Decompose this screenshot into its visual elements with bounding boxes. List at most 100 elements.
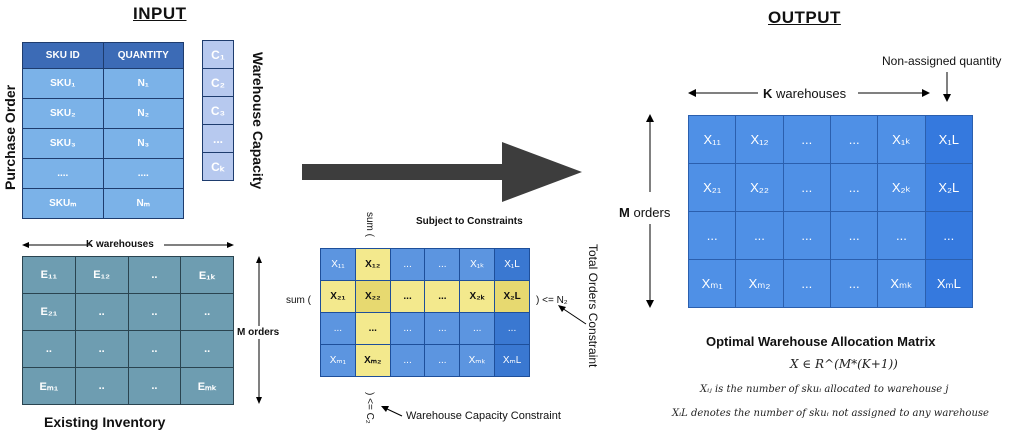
output-cell: X₂₂ — [735, 163, 784, 212]
output-k-label: K warehouses — [763, 86, 847, 101]
row-le-label: ) <= N₂ — [536, 295, 568, 306]
constraint-cell: ... — [424, 344, 461, 377]
constraints-title: Subject to Constraints — [416, 216, 523, 227]
constraint-cell: X₂₁ — [320, 280, 356, 313]
purchase-order-table: SKU ID QUANTITY SKU₁ N₁ SKU₂ N₂ SKU₃ N₃ ...… — [22, 42, 184, 219]
po-cell: N₂ — [102, 98, 184, 129]
matrix-note-2: XᵢL denotes the number of skuᵢ not assig… — [672, 408, 989, 419]
capacity-cell: C₂ — [202, 68, 234, 97]
output-cell: ... — [782, 163, 831, 212]
output-cell: X₁₁ — [687, 115, 737, 164]
output-cell: Xₘ₁ — [687, 259, 737, 308]
k-warehouses-arrow — [22, 242, 234, 248]
inventory-cell: .. — [180, 293, 234, 331]
po-cell: N₁ — [102, 68, 184, 99]
constraint-cell: X₂L — [494, 280, 530, 313]
constraint-cell: X₂₂ — [354, 280, 391, 313]
capacity-cell: Cₖ — [202, 152, 234, 181]
inventory-cell: E₁₁ — [22, 256, 76, 294]
inventory-cell: E₁₂ — [74, 256, 129, 294]
po-cell: SKUₘ — [22, 188, 104, 219]
inventory-cell: .. — [127, 256, 182, 294]
output-cell: Xₘ₂ — [735, 259, 784, 308]
output-cell: X₂₁ — [687, 163, 737, 212]
purchase-order-label: Purchase Order — [2, 84, 18, 190]
output-cell: X₁₂ — [735, 115, 784, 164]
constraint-cell: ... — [320, 312, 356, 345]
inventory-cell: Eₘₖ — [180, 367, 234, 405]
constraint-cell: ... — [389, 312, 426, 345]
po-cell: SKU₁ — [22, 68, 104, 99]
constraint-cell: ... — [424, 248, 461, 281]
constraint-cell: Xₘ₂ — [354, 344, 391, 377]
constraint-cell: ... — [424, 312, 461, 345]
po-cell: Nₘ — [102, 188, 184, 219]
output-cell: ... — [735, 211, 784, 260]
constraint-cell: X₁ₖ — [459, 248, 496, 281]
output-matrix: X₁₁ X₁₂ ... ... X₁ₖ X₁L X₂₁ X₂₂ ... ... … — [687, 115, 974, 308]
output-cell: ... — [782, 259, 831, 308]
inventory-cell: .. — [74, 330, 129, 368]
constraint-cell: ... — [424, 280, 461, 313]
total-orders-pointer-arrow — [558, 305, 587, 325]
warehouse-capacity-label: Warehouse Capacity — [250, 52, 266, 190]
existing-inventory-title: Existing Inventory — [44, 414, 166, 430]
output-cell: X₁ₖ — [877, 115, 926, 164]
warehouse-capacity-column: C₁ C₂ C₃ ... Cₖ — [202, 40, 234, 181]
inventory-m-label: M orders — [237, 326, 280, 339]
output-cell: ... — [829, 259, 879, 308]
constraint-cell: ... — [389, 248, 426, 281]
constraint-cell: ... — [389, 344, 426, 377]
output-cell: ... — [829, 115, 879, 164]
output-cell: ... — [829, 211, 879, 260]
inventory-cell: .. — [74, 367, 129, 405]
capacity-cell: C₁ — [202, 40, 234, 69]
output-m-arrow — [646, 114, 654, 308]
output-cell: X₁L — [924, 115, 974, 164]
output-cell: ... — [877, 211, 926, 260]
po-cell: SKU₂ — [22, 98, 104, 129]
warehouse-capacity-constraint-label: Warehouse Capacity Constraint — [406, 410, 561, 422]
inventory-cell: .. — [74, 293, 129, 331]
output-k-arrow — [688, 89, 930, 97]
po-header-quantity: QUANTITY — [102, 42, 184, 69]
po-cell: N₃ — [102, 128, 184, 159]
output-cell: X₂L — [924, 163, 974, 212]
inventory-table: E₁₁ E₁₂ .. E₁ₖ E₂₁ .. .. .. .. .. .. .. … — [22, 256, 234, 405]
total-orders-constraint-label: Total Orders Constraint — [586, 244, 600, 368]
output-cell: ... — [782, 211, 831, 260]
sum-col-label: sum ( — [364, 212, 375, 237]
output-m-label: M orders — [619, 205, 671, 220]
output-cell: XₘL — [924, 259, 974, 308]
inventory-cell: .. — [127, 330, 182, 368]
po-cell: .... — [102, 158, 184, 189]
constraint-cell: ... — [459, 312, 496, 345]
constraint-cell: Xₘ₁ — [320, 344, 356, 377]
output-title: OUTPUT — [768, 8, 841, 27]
constraint-cell: X₁₂ — [354, 248, 391, 281]
constraint-cell: X₁₁ — [320, 248, 356, 281]
inventory-cell: .. — [180, 330, 234, 368]
output-k-label-text: warehouses — [776, 86, 847, 101]
matrix-title: Optimal Warehouse Allocation Matrix — [706, 334, 936, 349]
constraint-cell: XₘL — [494, 344, 530, 377]
capacity-cell: C₃ — [202, 96, 234, 125]
constraint-matrix: X₁₁ X₁₂ ... ... X₁ₖ X₁L X₂₁ X₂₂ ... ... … — [320, 248, 530, 377]
inventory-cell: .. — [127, 367, 182, 405]
inventory-k-label: K warehouses — [86, 239, 154, 250]
warehouse-capacity-pointer-arrow — [381, 406, 403, 417]
constraint-cell: Xₘₖ — [459, 344, 496, 377]
non-assigned-arrow — [943, 72, 951, 102]
non-assigned-label: Non-assigned quantity — [882, 54, 1002, 68]
col-le-label: ) <= C₂ — [364, 392, 375, 424]
po-header-sku: SKU ID — [22, 42, 104, 69]
output-cell: ... — [782, 115, 831, 164]
inventory-cell: .. — [22, 330, 76, 368]
inventory-cell: .. — [127, 293, 182, 331]
po-cell: .... — [22, 158, 104, 189]
output-cell: ... — [829, 163, 879, 212]
constraint-cell: X₂ₖ — [459, 280, 496, 313]
inventory-cell: Eₘ₁ — [22, 367, 76, 405]
po-cell: SKU₃ — [22, 128, 104, 159]
inventory-cell: E₂₁ — [22, 293, 76, 331]
